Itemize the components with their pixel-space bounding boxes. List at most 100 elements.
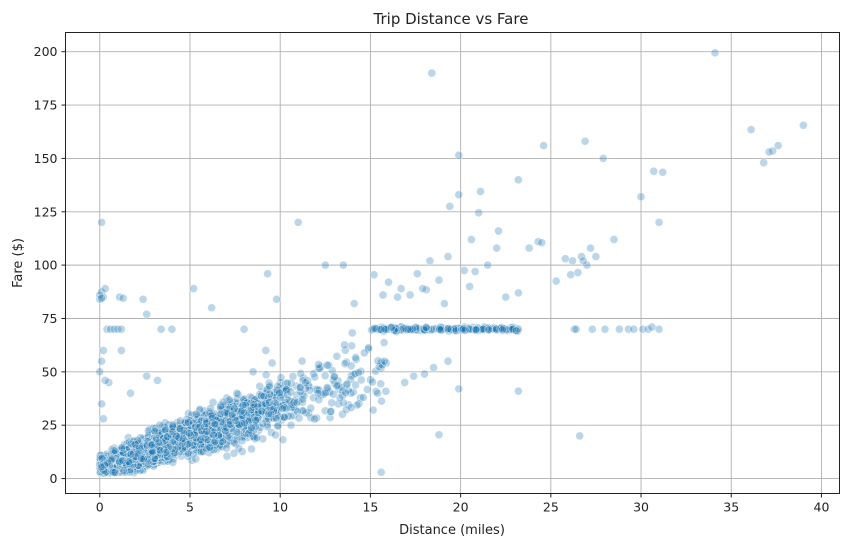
data-point [97, 218, 106, 227]
data-point [176, 416, 185, 426]
data-point [484, 325, 494, 335]
data-point [299, 373, 308, 383]
data-point [400, 378, 410, 387]
data-point [118, 293, 128, 303]
data-point [629, 324, 639, 334]
data-point [153, 376, 162, 385]
data-point [218, 397, 228, 407]
data-point [560, 254, 570, 264]
data-point [232, 388, 242, 398]
data-point [237, 447, 247, 456]
data-point [286, 420, 296, 430]
data-point [799, 121, 808, 130]
data-point [578, 256, 588, 266]
y-tick-label: 150 [34, 151, 58, 166]
data-point [346, 361, 356, 371]
data-point [137, 454, 146, 463]
data-point [381, 386, 391, 396]
data-point [99, 346, 108, 355]
data-point [294, 413, 304, 423]
data-point [586, 243, 595, 253]
data-point [346, 403, 356, 412]
data-point [434, 430, 444, 440]
x-tick-label: 10 [272, 500, 288, 515]
data-point [257, 406, 267, 416]
data-point [393, 292, 402, 302]
data-point [126, 388, 135, 398]
data-point [107, 454, 117, 464]
data-point [163, 432, 172, 441]
data-point [100, 376, 110, 385]
data-point [261, 370, 271, 380]
y-tick-label: 25 [42, 418, 58, 433]
data-point [202, 427, 211, 436]
x-axis-ticks: 0 5 10 15 20 25 30 35 40 [96, 493, 829, 515]
data-point [184, 428, 194, 438]
data-point [97, 356, 106, 366]
data-point [429, 363, 438, 372]
data-point [649, 166, 659, 176]
data-point [251, 415, 260, 425]
data-point [524, 243, 534, 253]
data-point [474, 208, 484, 218]
data-point [454, 150, 464, 160]
data-point [196, 435, 206, 444]
data-point [326, 407, 335, 416]
data-point [271, 430, 280, 440]
data-point [514, 386, 523, 396]
data-point [310, 372, 320, 382]
data-point [309, 369, 318, 378]
data-point [759, 158, 769, 167]
data-point [207, 303, 216, 313]
data-point [205, 442, 214, 452]
data-point [130, 439, 140, 449]
data-point [263, 269, 272, 279]
data-point [376, 325, 386, 334]
data-point [110, 468, 120, 477]
data-point [362, 385, 372, 394]
data-point [327, 398, 337, 408]
data-point [483, 260, 493, 270]
data-point [427, 68, 437, 78]
data-point [240, 418, 249, 428]
data-point [351, 353, 360, 362]
data-point [167, 324, 177, 334]
data-point [368, 405, 378, 415]
data-point [470, 267, 480, 276]
data-point [192, 409, 201, 419]
data-point [471, 325, 481, 335]
data-point [654, 218, 664, 227]
data-point [248, 367, 258, 377]
data-point [222, 451, 232, 461]
y-axis-label: Fare ($) [11, 238, 26, 288]
data-point [575, 431, 585, 441]
x-tick-label: 25 [543, 500, 559, 515]
data-point [420, 369, 429, 379]
data-point [418, 284, 428, 293]
data-point [278, 404, 287, 414]
data-point [371, 366, 380, 376]
data-point [172, 431, 181, 441]
data-point [373, 388, 382, 398]
data-point [710, 48, 720, 58]
data-point [359, 348, 369, 358]
data-point [443, 252, 453, 261]
data-point [338, 260, 348, 270]
data-point [378, 290, 388, 300]
data-point [247, 423, 256, 433]
data-point [459, 266, 469, 275]
data-point [445, 202, 455, 211]
data-point [476, 187, 485, 196]
x-tick-label: 30 [633, 500, 649, 515]
data-point [412, 269, 422, 279]
data-point [126, 449, 135, 459]
data-point [514, 175, 523, 185]
data-point [252, 433, 262, 442]
data-point [600, 324, 610, 334]
data-point [425, 256, 435, 266]
data-point [306, 403, 316, 413]
data-point [314, 360, 323, 369]
data-point [368, 377, 377, 387]
data-point [658, 168, 668, 177]
data-point [403, 324, 413, 334]
